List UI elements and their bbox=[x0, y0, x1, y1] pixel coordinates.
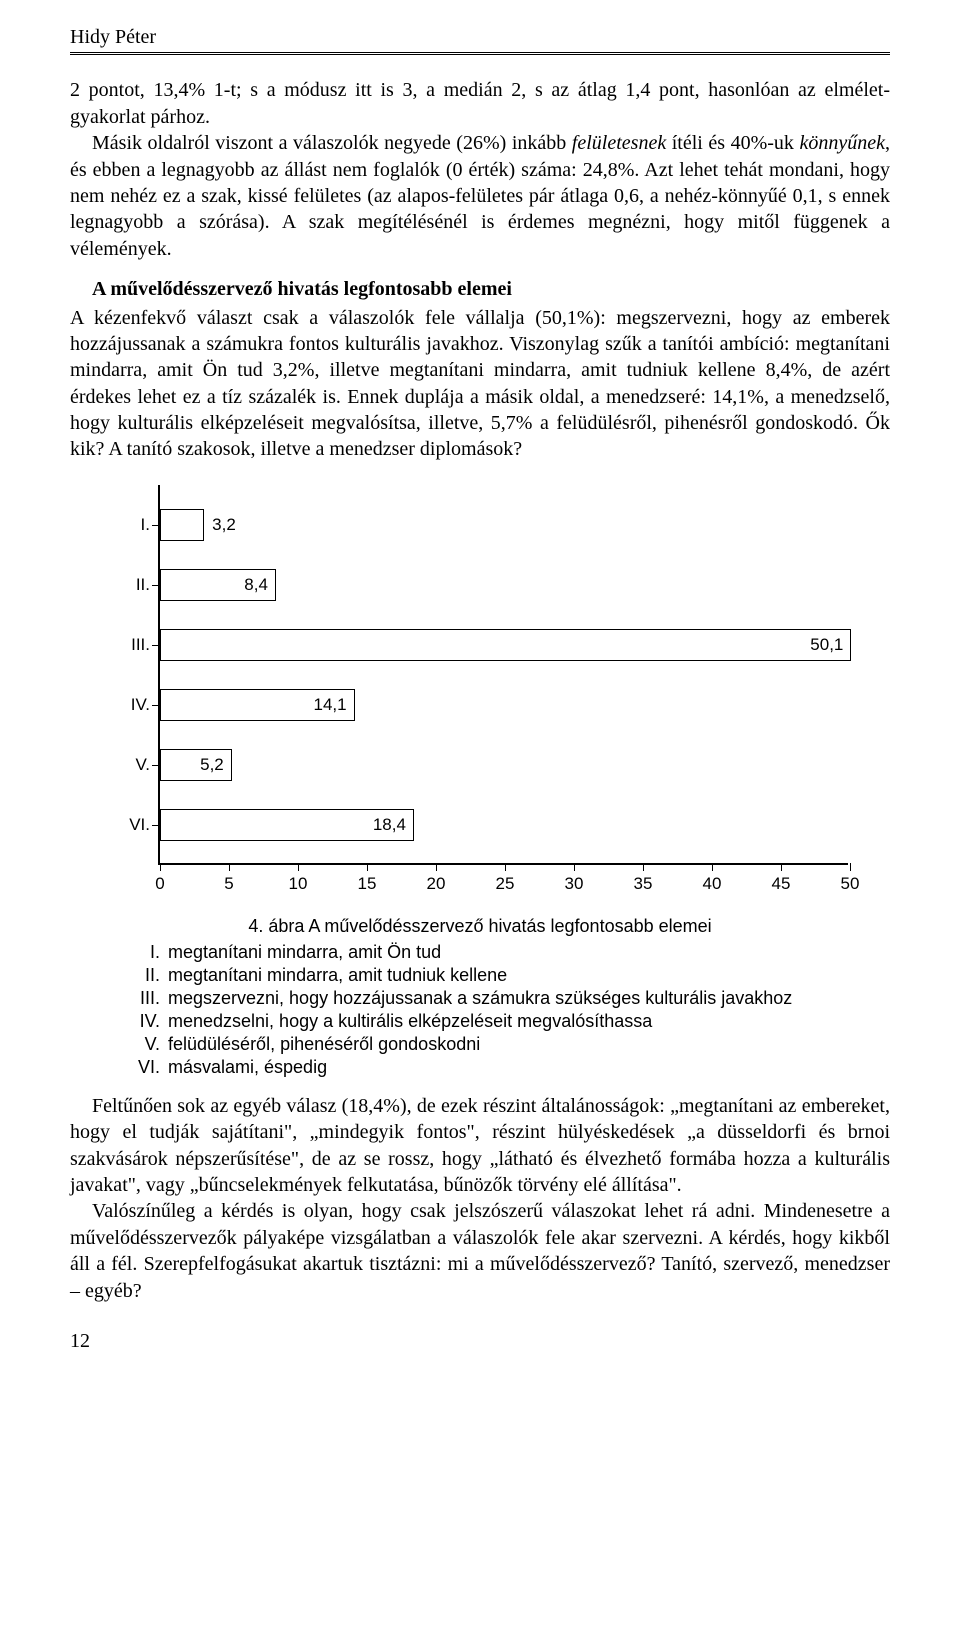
chart-bar-row: II.8,4 bbox=[160, 565, 850, 605]
legend-row: V.felüdüléséről, pihenéséről gondoskodni bbox=[126, 1033, 890, 1056]
legend-row: I.megtanítani mindarra, amit Ön tud bbox=[126, 941, 890, 964]
legend-number: I. bbox=[126, 941, 168, 964]
paragraph-2-part-a: Másik oldalról viszont a válaszolók negy… bbox=[92, 132, 572, 154]
chart-y-tick bbox=[152, 645, 160, 646]
legend-row: VI.másvalami, éspedig bbox=[126, 1056, 890, 1079]
chart-x-tick-label: 30 bbox=[565, 873, 584, 895]
chart-x-tickmark bbox=[298, 863, 299, 871]
legend-number: IV. bbox=[126, 1010, 168, 1033]
legend-text: megtanítani mindarra, amit tudniuk kelle… bbox=[168, 964, 507, 987]
paragraph-1: 2 pontot, 13,4% 1-t; s a módusz itt is 3… bbox=[70, 77, 890, 130]
figure-caption: 4. ábra A művelődésszervező hivatás legf… bbox=[70, 915, 890, 939]
chart-bar-value-label: 50,1 bbox=[810, 634, 843, 656]
italic-felületesnek: felületesnek bbox=[572, 132, 666, 154]
running-head: Hidy Péter bbox=[70, 24, 890, 50]
chart-x-tick-label: 45 bbox=[772, 873, 791, 895]
chart-x-tickmark bbox=[712, 863, 713, 871]
chart-bar-value-label: 8,4 bbox=[244, 574, 268, 596]
figure-legend: I.megtanítani mindarra, amit Ön tudII.me… bbox=[126, 941, 890, 1079]
chart-x-tick-label: 40 bbox=[703, 873, 722, 895]
chart-x-tickmark bbox=[436, 863, 437, 871]
legend-text: másvalami, éspedig bbox=[168, 1056, 327, 1079]
chart-y-tick bbox=[152, 825, 160, 826]
chart-x-tick-label: 20 bbox=[427, 873, 446, 895]
chart-x-tickmark bbox=[643, 863, 644, 871]
paragraph-2: Másik oldalról viszont a válaszolók negy… bbox=[70, 130, 890, 262]
chart-y-tick bbox=[152, 525, 160, 526]
legend-text: felüdüléséről, pihenéséről gondoskodni bbox=[168, 1033, 480, 1056]
legend-row: II.megtanítani mindarra, amit tudniuk ke… bbox=[126, 964, 890, 987]
chart-x-tickmark bbox=[160, 863, 161, 871]
chart-x-tick-label: 15 bbox=[358, 873, 377, 895]
chart-bar-row: V.5,2 bbox=[160, 745, 850, 785]
chart-bar-value-label: 5,2 bbox=[200, 754, 224, 776]
chart-x-tick-label: 50 bbox=[841, 873, 860, 895]
page-number: 12 bbox=[70, 1328, 890, 1354]
chart-y-tick bbox=[152, 705, 160, 706]
page: Hidy Péter 2 pontot, 13,4% 1-t; s a módu… bbox=[0, 0, 960, 1394]
chart-x-tickmark bbox=[229, 863, 230, 871]
legend-text: megszervezni, hogy hozzájussanak a számu… bbox=[168, 987, 792, 1010]
paragraph-4: Feltűnően sok az egyéb válasz (18,4%), d… bbox=[70, 1093, 890, 1199]
chart-x-tickmark bbox=[574, 863, 575, 871]
chart-x-tick-label: 10 bbox=[289, 873, 308, 895]
chart-x-axis: 05101520253035404550 bbox=[160, 869, 848, 889]
header-rule bbox=[70, 52, 890, 59]
bar-chart: 05101520253035404550 I.3,2II.8,4III.50,1… bbox=[110, 485, 850, 865]
chart-bar-row: IV.14,1 bbox=[160, 685, 850, 725]
chart-bar-row: VI.18,4 bbox=[160, 805, 850, 845]
chart-x-tickmark bbox=[850, 863, 851, 871]
legend-number: III. bbox=[126, 987, 168, 1010]
chart-bar-value-label: 14,1 bbox=[313, 694, 346, 716]
paragraph-3: A kézenfekvő választ csak a válaszolók f… bbox=[70, 305, 890, 463]
chart-x-tick-label: 35 bbox=[634, 873, 653, 895]
legend-row: IV.menedzselni, hogy a kultirális elképz… bbox=[126, 1010, 890, 1033]
chart-x-tick-label: 25 bbox=[496, 873, 515, 895]
chart-x-tick-label: 5 bbox=[224, 873, 233, 895]
chart-bar-value-label: 3,2 bbox=[212, 514, 236, 536]
legend-number: II. bbox=[126, 964, 168, 987]
chart-y-tick bbox=[152, 585, 160, 586]
chart-y-tick bbox=[152, 765, 160, 766]
legend-number: VI. bbox=[126, 1056, 168, 1079]
chart-x-tickmark bbox=[505, 863, 506, 871]
legend-text: menedzselni, hogy a kultirális elképzelé… bbox=[168, 1010, 652, 1033]
paragraph-5: Valószínűleg a kérdés is olyan, hogy csa… bbox=[70, 1198, 890, 1304]
paragraph-2-part-b: ítéli és 40%-uk bbox=[666, 132, 799, 154]
italic-könnyűnek: könnyűnek bbox=[799, 132, 885, 154]
chart-x-tickmark bbox=[781, 863, 782, 871]
chart-bar-row: I.3,2 bbox=[160, 505, 850, 545]
legend-number: V. bbox=[126, 1033, 168, 1056]
section-title: A művelődésszervező hivatás legfontosabb… bbox=[70, 276, 890, 302]
chart-x-tick-label: 0 bbox=[155, 873, 164, 895]
legend-text: megtanítani mindarra, amit Ön tud bbox=[168, 941, 441, 964]
chart-bar-value-label: 18,4 bbox=[373, 814, 406, 836]
chart-bar bbox=[160, 509, 204, 541]
chart-bar-row: III.50,1 bbox=[160, 625, 850, 665]
chart-x-tickmark bbox=[367, 863, 368, 871]
chart-bar bbox=[160, 629, 851, 661]
legend-row: III.megszervezni, hogy hozzájussanak a s… bbox=[126, 987, 890, 1010]
chart-plot-area: 05101520253035404550 I.3,2II.8,4III.50,1… bbox=[158, 485, 848, 865]
